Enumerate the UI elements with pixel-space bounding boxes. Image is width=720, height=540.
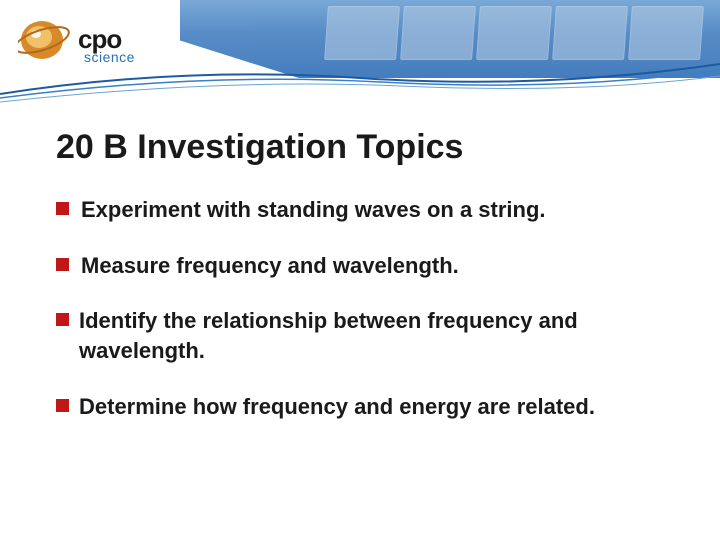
logo-text-top: cpo bbox=[78, 28, 135, 51]
bullet-text: Identify the relationship between freque… bbox=[79, 306, 619, 365]
bullet-square-icon bbox=[56, 399, 69, 412]
bullet-text: Experiment with standing waves on a stri… bbox=[81, 195, 546, 225]
list-item: Experiment with standing waves on a stri… bbox=[56, 195, 664, 225]
slide-content: 20 B Investigation Topics Experiment wit… bbox=[56, 128, 664, 447]
bullet-list: Experiment with standing waves on a stri… bbox=[56, 195, 664, 421]
bullet-square-icon bbox=[56, 258, 69, 271]
slide-header: cpo science bbox=[0, 0, 720, 100]
list-item: Measure frequency and wavelength. bbox=[56, 251, 664, 281]
logo: cpo science bbox=[18, 18, 135, 65]
logo-orb-icon bbox=[18, 18, 76, 62]
bullet-text: Measure frequency and wavelength. bbox=[81, 251, 459, 281]
bullet-square-icon bbox=[56, 202, 69, 215]
list-item: Identify the relationship between freque… bbox=[56, 306, 664, 365]
logo-text-bottom: science bbox=[84, 49, 135, 65]
banner-tiles bbox=[326, 6, 702, 60]
list-item: Determine how frequency and energy are r… bbox=[56, 392, 664, 422]
bullet-square-icon bbox=[56, 313, 69, 326]
header-banner bbox=[180, 0, 720, 78]
slide-title: 20 B Investigation Topics bbox=[56, 128, 664, 167]
bullet-text: Determine how frequency and energy are r… bbox=[79, 392, 595, 422]
